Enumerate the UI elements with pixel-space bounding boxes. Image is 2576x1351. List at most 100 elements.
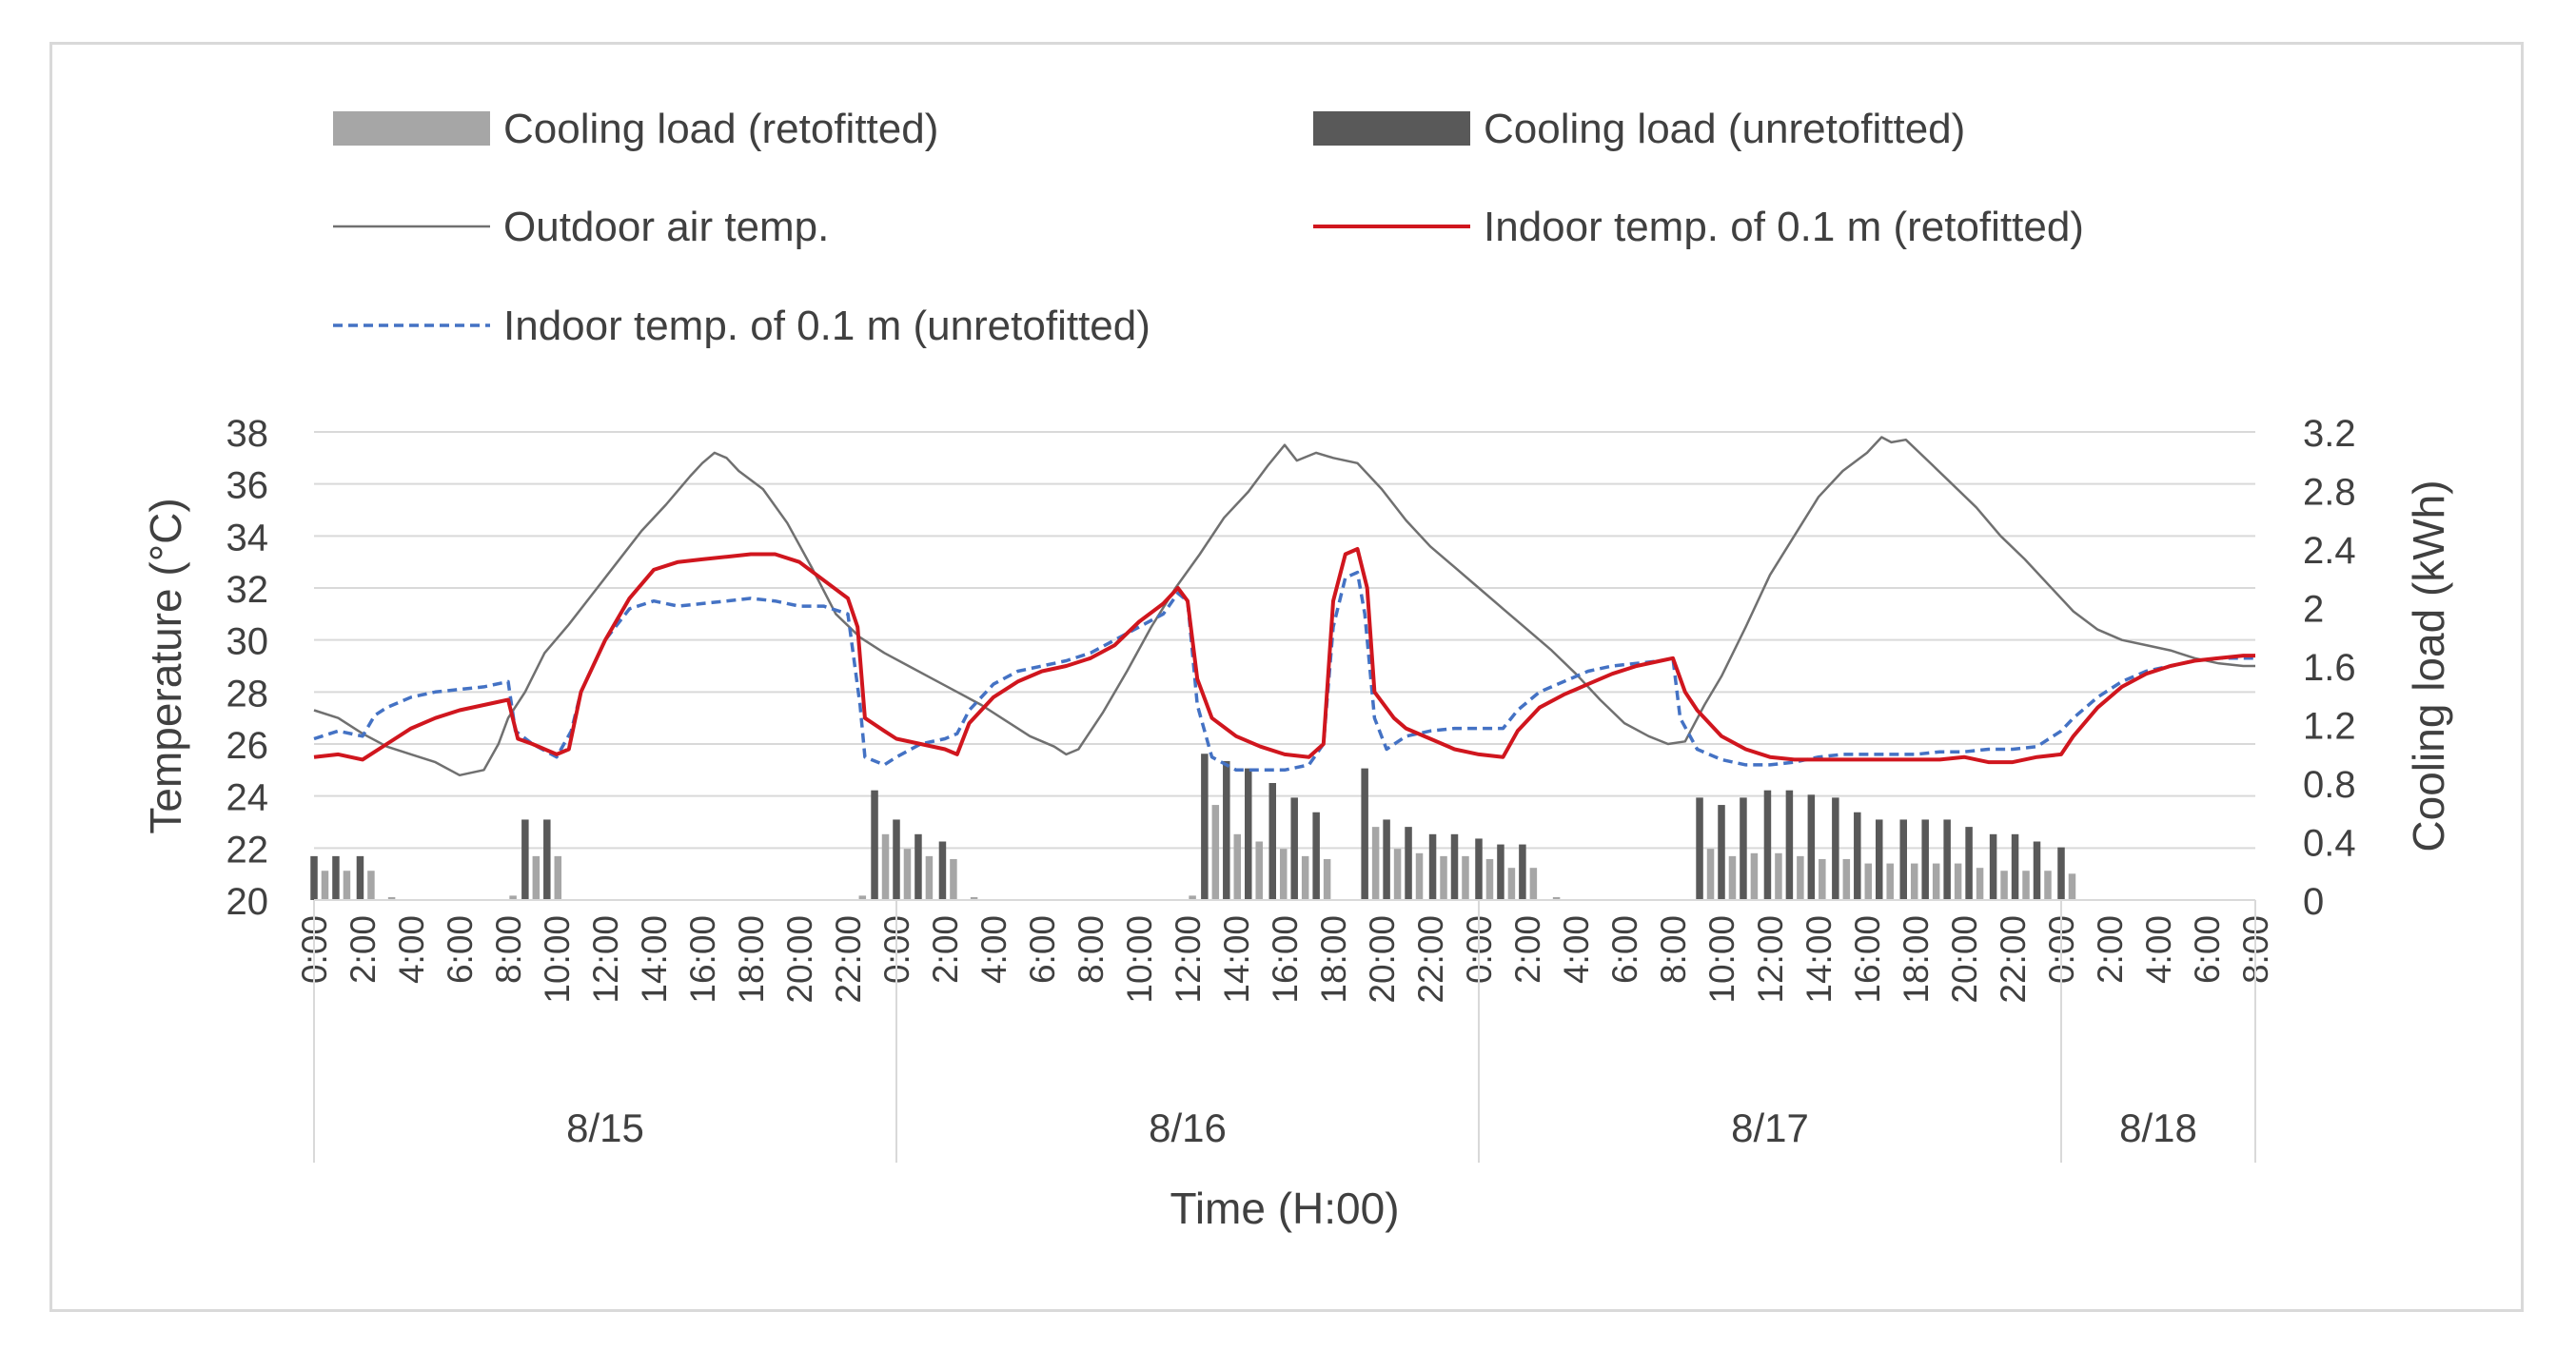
bar-cooling-load-unretrofitted bbox=[1475, 838, 1483, 900]
date-group-label: 8/17 bbox=[1731, 1106, 1809, 1150]
bar-cooling-load-retrofitted bbox=[1393, 849, 1402, 900]
bar-cooling-load-unretrofitted bbox=[1497, 844, 1504, 900]
x-tick-label: 16:00 bbox=[1848, 915, 1887, 1004]
bar-cooling-load-retrofitted bbox=[2044, 871, 2052, 900]
x-tick-label: 6:00 bbox=[1605, 915, 1644, 984]
bar-cooling-load-unretrofitted bbox=[1428, 833, 1437, 900]
bar-cooling-load-retrofitted bbox=[1932, 863, 1940, 900]
x-tick-label: 4:00 bbox=[2139, 915, 2178, 984]
bar-cooling-load-unretrofitted bbox=[1854, 812, 1861, 900]
y-left-tick-label: 38 bbox=[226, 413, 269, 455]
bar-cooling-load-retrofitted bbox=[1440, 855, 1447, 900]
x-tick-label: 2:00 bbox=[926, 915, 965, 984]
x-tick-label: 12:00 bbox=[586, 915, 625, 1004]
bar-cooling-load-retrofitted bbox=[1189, 895, 1196, 900]
date-group-label: 8/16 bbox=[1149, 1106, 1227, 1150]
bar-cooling-load-unretrofitted bbox=[1763, 790, 1772, 900]
bar-cooling-load-retrofitted bbox=[1976, 868, 1984, 900]
x-tick-label: 14:00 bbox=[635, 915, 674, 1004]
bar-cooling-load-retrofitted bbox=[321, 871, 329, 900]
bar-cooling-load-retrofitted bbox=[858, 895, 867, 900]
legend: Cooling load (retofitted) Cooling load (u… bbox=[333, 106, 2084, 349]
y-left-tick-label: 32 bbox=[226, 569, 269, 611]
bar-cooling-load-unretrofitted bbox=[893, 819, 900, 900]
bar-cooling-load-unretrofitted bbox=[1876, 819, 1883, 900]
bar-cooling-load-unretrofitted bbox=[1312, 812, 1320, 900]
bar-cooling-load-unretrofitted bbox=[356, 855, 364, 900]
bar-cooling-load-retrofitted bbox=[970, 896, 978, 900]
bar-cooling-load-retrofitted bbox=[1775, 852, 1782, 900]
bar-cooling-load-unretrofitted bbox=[543, 819, 551, 900]
bar-cooling-load-retrofitted bbox=[554, 855, 562, 900]
bar-cooling-load-unretrofitted bbox=[1268, 783, 1276, 900]
x-tick-label: 18:00 bbox=[732, 915, 771, 1004]
y-right-tick-label: 0.8 bbox=[2303, 764, 2356, 806]
x-tick-label: 22:00 bbox=[829, 915, 868, 1004]
bar-cooling-load-unretrofitted bbox=[1807, 794, 1816, 900]
x-tick-label: 12:00 bbox=[1751, 915, 1790, 1004]
bar-cooling-load-retrofitted bbox=[1211, 805, 1220, 900]
bar-cooling-load-retrofitted bbox=[1529, 868, 1538, 900]
x-tick-label: 8:00 bbox=[1654, 915, 1693, 984]
date-group-label: 8/18 bbox=[2119, 1106, 2197, 1150]
bar-cooling-load-retrofitted bbox=[367, 871, 375, 900]
y-right-tick-label: 0 bbox=[2303, 881, 2324, 923]
bar-cooling-load-unretrofitted bbox=[1921, 819, 1929, 900]
bar-cooling-load-unretrofitted bbox=[2033, 841, 2041, 900]
bar-cooling-load-retrofitted bbox=[509, 895, 517, 900]
bar-cooling-load-retrofitted bbox=[2000, 871, 2008, 900]
bar-cooling-load-retrofitted bbox=[881, 833, 890, 900]
y-left-tick-label: 26 bbox=[226, 725, 269, 767]
bar-cooling-load-retrofitted bbox=[1507, 868, 1516, 900]
x-tick-label: 4:00 bbox=[974, 915, 1013, 984]
bar-cooling-load-unretrofitted bbox=[1405, 827, 1412, 900]
bar-cooling-load-retrofitted bbox=[1233, 833, 1242, 900]
legend-swatch-cl_retro bbox=[333, 111, 490, 146]
bar-cooling-load-retrofitted bbox=[387, 896, 396, 900]
bar-cooling-load-retrofitted bbox=[1371, 827, 1380, 900]
bar-cooling-load-unretrofitted bbox=[332, 855, 340, 900]
legend-swatch-cl_unretro bbox=[1313, 111, 1470, 146]
bar-cooling-load-unretrofitted bbox=[2011, 833, 2019, 900]
bar-cooling-load-retrofitted bbox=[1255, 841, 1263, 900]
bar-cooling-load-retrofitted bbox=[2068, 873, 2076, 900]
date-group-label: 8/15 bbox=[566, 1106, 644, 1150]
bar-cooling-load-unretrofitted bbox=[1943, 819, 1951, 900]
bar-cooling-load-unretrofitted bbox=[2057, 847, 2065, 900]
bar-cooling-load-unretrofitted bbox=[310, 855, 318, 900]
bar-cooling-load-unretrofitted bbox=[1989, 833, 1997, 900]
x-tick-label: 14:00 bbox=[1217, 915, 1256, 1004]
y-right-tick-label: 1.2 bbox=[2303, 706, 2356, 748]
bar-cooling-load-retrofitted bbox=[1279, 849, 1288, 900]
x-tick-label: 6:00 bbox=[1023, 915, 1062, 984]
x-tick-label: 22:00 bbox=[1411, 915, 1450, 1004]
x-tick-label: 6:00 bbox=[441, 915, 480, 984]
x-tick-label: 6:00 bbox=[2188, 915, 2227, 984]
bar-cooling-load-unretrofitted bbox=[1740, 797, 1747, 900]
x-tick-label: 2:00 bbox=[1508, 915, 1547, 984]
x-tick-label: 10:00 bbox=[1120, 915, 1159, 1004]
bar-cooling-load-unretrofitted bbox=[1899, 819, 1907, 900]
y-left-tick-label: 30 bbox=[226, 621, 269, 663]
y-right-tick-label: 2 bbox=[2303, 589, 2324, 631]
bar-cooling-load-retrofitted bbox=[1910, 863, 1918, 900]
x-tick-label: 22:00 bbox=[1994, 915, 2033, 1004]
bar-cooling-load-retrofitted bbox=[950, 858, 957, 900]
x-tick-label: 4:00 bbox=[1557, 915, 1596, 984]
bar-cooling-load-unretrofitted bbox=[1965, 827, 1973, 900]
y-right-tick-label: 2.8 bbox=[2303, 472, 2356, 514]
bar-cooling-load-retrofitted bbox=[1301, 855, 1309, 900]
bar-cooling-load-unretrofitted bbox=[1785, 790, 1794, 900]
line-indoor-temp-unretrofitted bbox=[313, 570, 2255, 773]
bar-cooling-load-unretrofitted bbox=[871, 790, 878, 900]
y-right-tick-label: 2.4 bbox=[2303, 530, 2356, 572]
bar-cooling-load-unretrofitted bbox=[1223, 760, 1230, 900]
bar-cooling-load-retrofitted bbox=[903, 849, 912, 900]
chart-frame bbox=[49, 42, 2524, 1312]
bar-cooling-load-unretrofitted bbox=[1519, 844, 1526, 900]
y-right-axis-title: Cooling load (kWh) bbox=[2404, 480, 2453, 852]
bar-cooling-load-unretrofitted bbox=[1450, 833, 1459, 900]
bar-cooling-load-retrofitted bbox=[1954, 863, 1962, 900]
bar-cooling-load-retrofitted bbox=[1323, 858, 1331, 900]
bar-cooling-load-unretrofitted bbox=[1383, 819, 1390, 900]
